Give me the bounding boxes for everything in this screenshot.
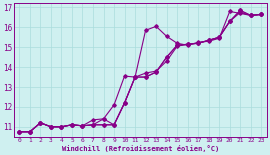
X-axis label: Windchill (Refroidissement éolien,°C): Windchill (Refroidissement éolien,°C) xyxy=(62,144,219,152)
